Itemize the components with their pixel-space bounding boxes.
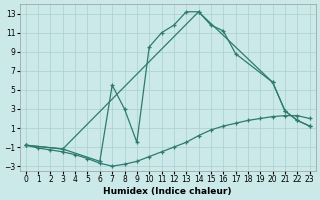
X-axis label: Humidex (Indice chaleur): Humidex (Indice chaleur) [103, 187, 232, 196]
